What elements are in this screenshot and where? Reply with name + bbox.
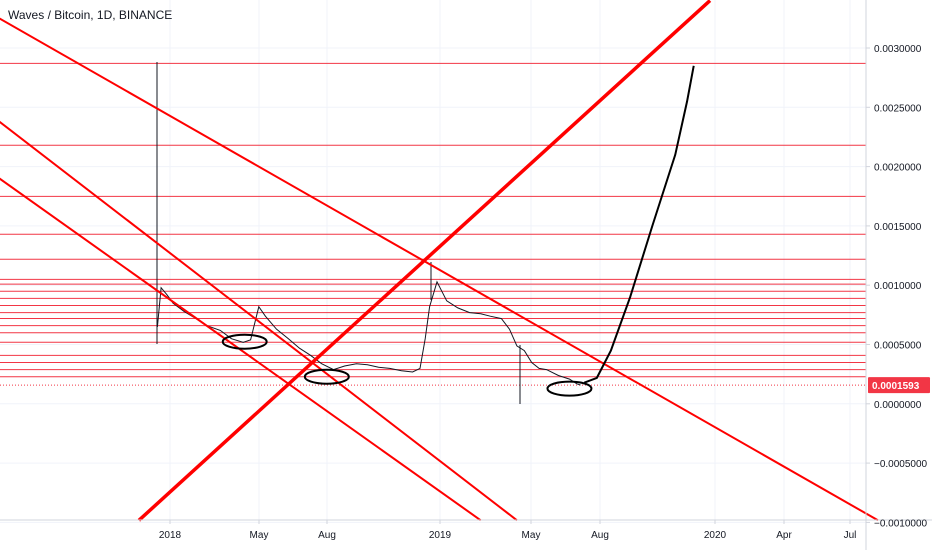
y-tick-label: 0.0005000 xyxy=(874,341,922,352)
chart-title: Waves / Bitcoin, 1D, BINANCE xyxy=(8,8,173,22)
current-price-badge xyxy=(868,377,930,394)
x-tick-label: 2020 xyxy=(704,530,727,541)
trendline xyxy=(0,17,879,522)
projection-curve xyxy=(583,65,695,384)
y-tick-label: −0.0005000 xyxy=(874,459,928,470)
y-tick-label: 0.0020000 xyxy=(874,163,922,174)
x-tick-label: May xyxy=(250,530,269,541)
y-tick-label: 0.0025000 xyxy=(874,103,922,114)
chart-grid xyxy=(0,0,866,523)
trendlines xyxy=(0,0,879,522)
y-tick-label: −0.0010000 xyxy=(874,518,928,529)
y-tick-label: 0.0030000 xyxy=(874,44,922,55)
x-tick-label: 2019 xyxy=(429,530,452,541)
trendline xyxy=(137,0,712,522)
price-line xyxy=(156,280,581,386)
annotation-ellipse xyxy=(303,368,350,385)
x-tick-label: 2018 xyxy=(159,530,182,541)
y-tick-label: 0.0010000 xyxy=(874,281,922,292)
y-tick-label: 0.0000000 xyxy=(874,400,922,411)
x-tick-label: Apr xyxy=(776,530,792,541)
price-series xyxy=(156,62,581,404)
trendline xyxy=(0,177,482,522)
current-price-label: 0.0001593 xyxy=(872,381,920,392)
x-tick-label: Jul xyxy=(844,530,857,541)
horizontal-levels xyxy=(0,62,866,386)
y-tick-label: 0.0015000 xyxy=(874,222,922,233)
annotation-drawings xyxy=(221,65,695,397)
annotation-ellipse xyxy=(546,380,593,397)
trendline xyxy=(0,120,518,522)
annotation-ellipse xyxy=(221,333,268,350)
x-tick-label: Aug xyxy=(591,530,609,541)
x-tick-label: Aug xyxy=(318,530,336,541)
x-tick-label: May xyxy=(522,530,541,541)
